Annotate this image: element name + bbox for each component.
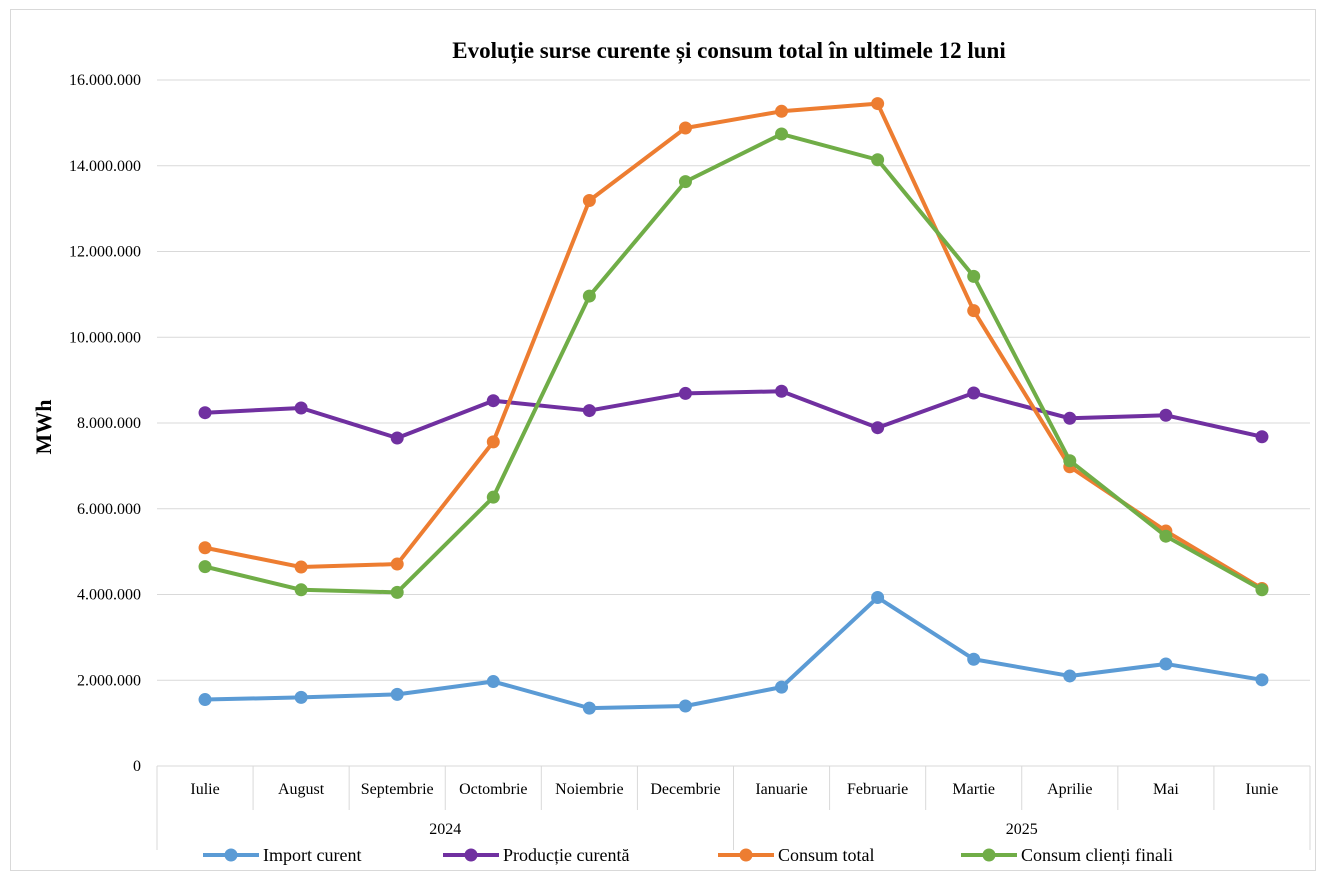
data-point: [1255, 583, 1269, 597]
series-2: [198, 97, 1269, 595]
legend-item: Consum total: [718, 845, 875, 865]
data-point: [582, 193, 596, 207]
data-point: [390, 585, 404, 599]
x-tick-label: Noiembrie: [555, 781, 623, 798]
data-point: [390, 687, 404, 701]
legend-item: Producție curentă: [443, 845, 629, 865]
legend-marker: [982, 848, 996, 862]
data-point: [486, 435, 500, 449]
legend: Import curent Producție curentă Consum tot…: [203, 845, 1173, 865]
data-point: [294, 690, 308, 704]
data-point: [678, 386, 692, 400]
data-point: [967, 386, 981, 400]
data-point: [775, 104, 789, 118]
data-point: [294, 560, 308, 574]
data-point: [486, 675, 500, 689]
data-point: [486, 394, 500, 408]
data-point: [678, 121, 692, 135]
legend-item: Consum clienți finali: [961, 845, 1173, 865]
x-tick-label: Ianuarie: [755, 781, 807, 798]
x-tick-label: Martie: [952, 781, 995, 798]
chart-svg: Evoluție surse curente și consum total î…: [31, 38, 1311, 865]
series-line: [203, 132, 1264, 595]
data-point: [198, 693, 212, 707]
data-point: [1063, 411, 1077, 425]
data-point: [871, 97, 885, 111]
legend-label: Producție curentă: [503, 845, 629, 865]
data-point: [775, 384, 789, 398]
x-tick-label: Februarie: [847, 781, 908, 798]
legend-marker: [739, 848, 753, 862]
y-tick-label: 0: [133, 758, 141, 775]
data-point: [775, 127, 789, 141]
chart-area: Evoluție surse curente și consum total î…: [10, 9, 1316, 871]
y-tick-label: 14.000.000: [69, 158, 141, 175]
data-point: [1063, 669, 1077, 683]
x-axis: Iulie August Septembrie Octombrie Noiembrie D…: [156, 765, 1311, 850]
data-point: [390, 557, 404, 571]
data-point: [1255, 673, 1269, 687]
series-line: [203, 595, 1264, 711]
data-point: [582, 404, 596, 418]
data-point: [1063, 454, 1077, 468]
data-point: [678, 175, 692, 189]
x-group-label: 2025: [1006, 821, 1038, 838]
data-point: [486, 490, 500, 504]
data-point: [582, 701, 596, 715]
y-tick-label: 16.000.000: [69, 72, 141, 89]
data-point: [390, 431, 404, 445]
data-point: [1159, 408, 1173, 422]
series-3: [198, 127, 1269, 599]
y-tick-label: 2.000.000: [77, 672, 141, 689]
series-line: [203, 101, 1264, 591]
series-line: [203, 389, 1264, 441]
y-tick-label: 10.000.000: [69, 329, 141, 346]
data-point: [198, 560, 212, 574]
data-point: [1159, 529, 1173, 543]
legend-label: Consum total: [778, 845, 875, 865]
series-1: [198, 384, 1269, 445]
legend-marker: [224, 848, 238, 862]
y-tick-label: 6.000.000: [77, 501, 141, 518]
y-tick-label: 12.000.000: [69, 244, 141, 261]
data-point: [582, 289, 596, 303]
data-point: [198, 541, 212, 555]
data-point: [198, 406, 212, 420]
legend-item: Import curent: [203, 845, 361, 865]
legend-label: Consum clienți finali: [1021, 845, 1173, 865]
y-axis-label: MWh: [31, 400, 56, 455]
data-point: [294, 583, 308, 597]
data-point: [294, 401, 308, 415]
data-point: [1159, 657, 1173, 671]
x-tick-label: Mai: [1153, 781, 1179, 798]
x-tick-label: Iulie: [190, 781, 219, 798]
data-point: [1255, 430, 1269, 444]
data-point: [871, 153, 885, 167]
legend-marker: [464, 848, 478, 862]
y-tick-label: 4.000.000: [77, 587, 141, 604]
x-group-label: 2024: [429, 821, 461, 838]
x-tick-label: Septembrie: [361, 781, 434, 798]
data-point: [678, 699, 692, 713]
y-axis: 0 2.000.000 4.000.000 6.000.000 8.000.000 10.…: [69, 72, 141, 775]
chart-title: Evoluție surse curente și consum total î…: [452, 38, 1006, 64]
data-point: [775, 680, 789, 694]
x-tick-label: August: [278, 781, 325, 798]
data-point: [871, 421, 885, 435]
data-point: [871, 591, 885, 605]
series-0: [198, 591, 1269, 715]
data-point: [967, 652, 981, 666]
x-tick-label: Iunie: [1246, 781, 1279, 798]
data-point: [967, 304, 981, 318]
x-tick-label: Aprilie: [1047, 781, 1092, 798]
series-lines: [198, 97, 1269, 715]
x-tick-label: Octombrie: [459, 781, 527, 798]
y-tick-label: 8.000.000: [77, 415, 141, 432]
data-point: [967, 269, 981, 283]
legend-label: Import curent: [263, 845, 361, 865]
x-tick-label: Decembrie: [650, 781, 720, 798]
